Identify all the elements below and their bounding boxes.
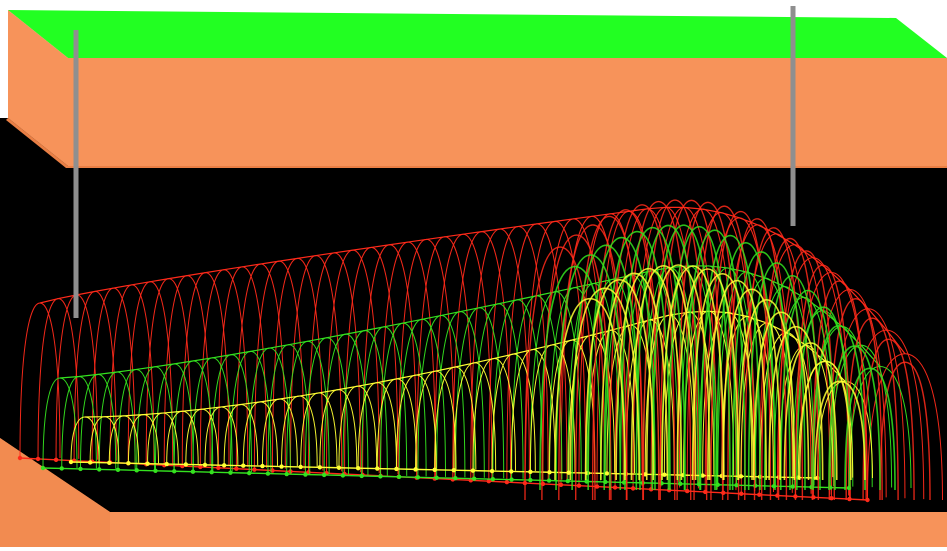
- surface-top-face: [8, 10, 947, 58]
- upper-rock-front: [68, 58, 947, 166]
